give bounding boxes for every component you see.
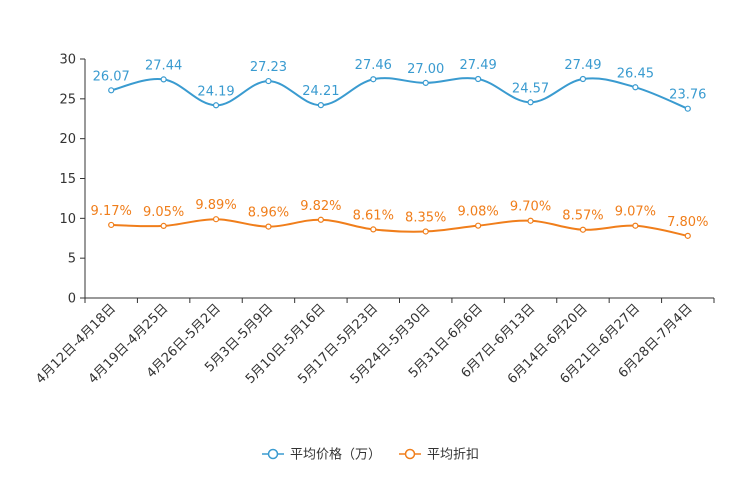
data-point <box>632 222 639 229</box>
data-label: 26.07 <box>93 69 130 84</box>
data-point <box>108 87 115 94</box>
data-point <box>475 222 482 229</box>
data-point <box>684 105 691 112</box>
legend-label: 平均价格（万） <box>290 447 381 463</box>
data-label: 9.89% <box>195 198 236 213</box>
legend-item-0[interactable]: 平均价格（万） <box>262 447 381 463</box>
data-label: 8.57% <box>562 209 603 224</box>
legend-marker <box>404 448 416 460</box>
data-label: 9.70% <box>510 200 551 215</box>
legend[interactable]: 平均价格（万） 平均折扣 <box>262 447 479 463</box>
data-label: 27.49 <box>460 58 497 73</box>
y-tick-label: 0 <box>68 292 76 307</box>
data-label: 9.05% <box>143 205 184 220</box>
data-point <box>108 221 115 229</box>
data-label: 26.45 <box>617 66 654 81</box>
data-point <box>579 75 587 83</box>
data-point <box>317 216 324 223</box>
data-label: 23.76 <box>669 88 706 103</box>
data-label: 8.96% <box>248 206 289 221</box>
data-point <box>527 217 534 224</box>
data-label: 9.82% <box>300 199 341 214</box>
data-point <box>370 226 377 233</box>
data-point <box>212 102 220 109</box>
data-point <box>527 99 534 106</box>
data-point <box>422 79 429 87</box>
data-point <box>265 223 272 230</box>
series-0: 26.07 27.44 24.19 27.23 24.21 27.46 27.00 27.49… <box>93 58 706 112</box>
data-point <box>370 76 377 83</box>
data-label: 7.80% <box>667 215 708 230</box>
data-point <box>475 75 482 83</box>
data-label: 27.00 <box>407 62 444 77</box>
data-point <box>684 232 691 239</box>
data-label: 24.21 <box>302 84 339 99</box>
legend-label: 平均折扣 <box>427 448 479 463</box>
data-label: 27.46 <box>355 58 392 73</box>
data-label: 24.57 <box>512 81 549 96</box>
data-point <box>632 84 639 91</box>
data-label: 9.08% <box>457 205 498 220</box>
series-layer: 26.07 27.44 24.19 27.23 24.21 27.46 27.00 27.49… <box>91 58 708 239</box>
series-1: 9.17% 9.05% 9.89% 8.96% 9.82% 8.61% 8.35% 9.08%… <box>91 198 708 239</box>
data-point <box>422 228 429 235</box>
data-label: 9.17% <box>91 204 132 219</box>
y-tick-label: 25 <box>59 92 76 107</box>
data-point <box>160 76 167 83</box>
data-label: 24.19 <box>197 84 234 99</box>
data-point <box>579 226 587 233</box>
y-tick-label: 20 <box>59 132 76 147</box>
data-point <box>160 222 167 230</box>
y-tick-label: 10 <box>59 212 76 227</box>
series-line <box>111 218 688 237</box>
y-tick-label: 5 <box>68 252 76 267</box>
data-label: 27.23 <box>250 60 287 75</box>
legend-marker <box>267 448 279 460</box>
data-label: 27.49 <box>564 58 601 73</box>
y-tick-label: 15 <box>59 172 76 187</box>
data-point <box>317 102 324 109</box>
y-tick-label: 30 <box>59 53 76 68</box>
data-label: 8.61% <box>353 208 394 223</box>
legend-item-1[interactable]: 平均折扣 <box>399 448 479 463</box>
data-label: 8.35% <box>405 210 446 225</box>
data-point <box>212 216 220 223</box>
data-label: 27.44 <box>145 58 182 73</box>
data-label: 9.07% <box>615 205 656 220</box>
data-point <box>265 77 272 85</box>
